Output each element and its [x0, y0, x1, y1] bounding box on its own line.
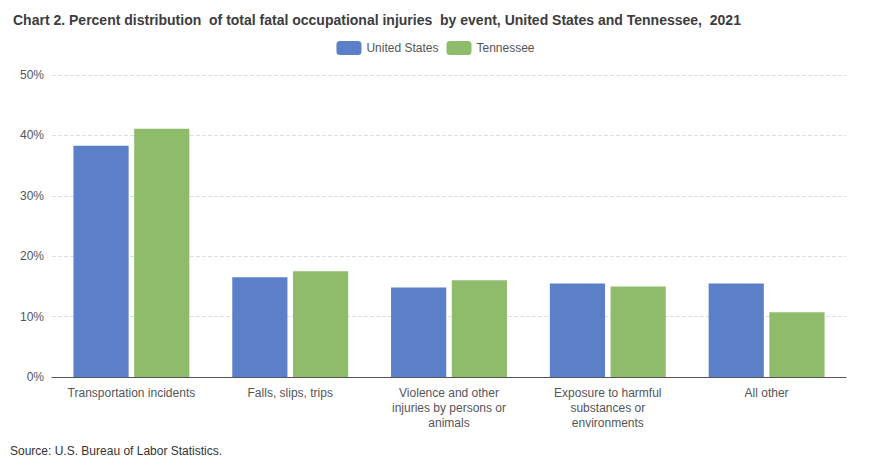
svg-text:Source: U.S. Bureau of Labor S: Source: U.S. Bureau of Labor Statistics. — [10, 444, 222, 458]
svg-text:Falls, slips, trips: Falls, slips, trips — [248, 386, 333, 400]
svg-text:10%: 10% — [20, 310, 44, 324]
svg-text:0%: 0% — [27, 370, 45, 384]
svg-text:20%: 20% — [20, 249, 44, 263]
svg-text:injuries by persons or: injuries by persons or — [392, 401, 506, 415]
svg-text:United States: United States — [366, 41, 438, 55]
svg-text:Transportation incidents: Transportation incidents — [68, 386, 196, 400]
svg-text:Exposure to harmful: Exposure to harmful — [554, 386, 661, 400]
svg-text:40%: 40% — [20, 128, 44, 142]
svg-text:environments: environments — [572, 416, 644, 430]
svg-text:substances or: substances or — [570, 401, 645, 415]
svg-text:All other: All other — [745, 386, 789, 400]
svg-text:50%: 50% — [20, 68, 44, 82]
svg-text:Chart 2. Percent distribution: Chart 2. Percent distribution of total f… — [13, 12, 741, 28]
svg-text:animals: animals — [428, 416, 469, 430]
svg-text:30%: 30% — [20, 189, 44, 203]
svg-text:Violence and other: Violence and other — [399, 386, 499, 400]
svg-text:Tennessee: Tennessee — [476, 41, 534, 55]
